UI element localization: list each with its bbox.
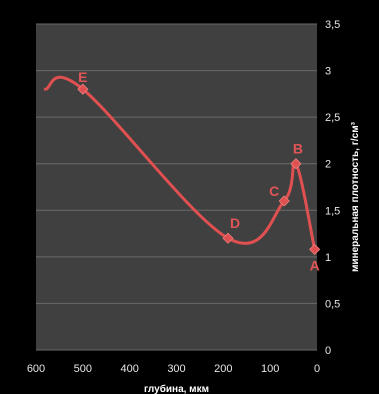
x-tick-label: 100: [261, 363, 279, 375]
point-label: A: [310, 257, 320, 273]
y-tick-label: 2,5: [325, 112, 340, 124]
x-tick-label: 400: [120, 363, 138, 375]
y-tick-label: 0: [325, 345, 331, 357]
data-point-marker: [278, 195, 290, 207]
y-tick-label: 3,5: [325, 19, 340, 31]
data-series: [43, 75, 321, 255]
y-tick-label: 0,5: [325, 298, 340, 310]
x-axis-title: глубина, мкм: [144, 383, 209, 394]
x-tick-label: 300: [167, 363, 185, 375]
data-point-marker: [309, 243, 321, 255]
point-label: D: [230, 215, 240, 231]
x-axis-ticks: 600 500 400 300 200 100 0: [27, 363, 320, 375]
y-tick-label: 3: [325, 66, 331, 78]
y-tick-label: 1: [325, 252, 331, 264]
grid-lines: [36, 23, 317, 351]
x-tick-label: 0: [314, 363, 320, 375]
data-point-marker: [222, 232, 234, 244]
data-point-marker: [290, 158, 302, 170]
point-label: C: [269, 183, 279, 199]
x-tick-label: 500: [74, 363, 92, 375]
y-axis-ticks: 0 0,5 1 1,5 2 2,5 3 3,5: [325, 19, 340, 357]
point-label: B: [293, 141, 303, 157]
y-axis-title: минеральная плотность, г/см³: [350, 121, 361, 272]
point-labels: E D C B A: [78, 69, 320, 273]
x-tick-label: 600: [27, 363, 45, 375]
point-label: E: [78, 69, 87, 85]
x-tick-label: 200: [214, 363, 232, 375]
y-tick-label: 1,5: [325, 205, 340, 217]
y-tick-label: 2: [325, 159, 331, 171]
plot-area: [36, 24, 317, 350]
data-point-marker: [77, 83, 89, 95]
